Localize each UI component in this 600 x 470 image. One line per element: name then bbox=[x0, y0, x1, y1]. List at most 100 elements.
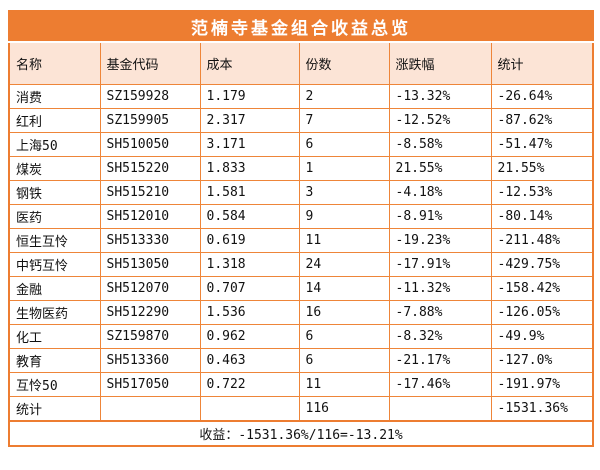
title-row: 范楠寺基金组合收益总览 bbox=[8, 10, 594, 43]
cell-code: SZ159928 bbox=[99, 83, 201, 109]
cell-stat: -51.47% bbox=[490, 131, 594, 157]
cell-cost: 1.318 bbox=[199, 251, 300, 277]
cell-stat: -429.75% bbox=[490, 251, 594, 277]
cell-cost: 1.833 bbox=[199, 155, 300, 181]
totals-cell-change bbox=[388, 395, 492, 421]
fund-report-page: 范楠寺基金组合收益总览 名称 基金代码 成本 份数 涨跌幅 统计 消费 SZ159928 1.… bbox=[8, 10, 594, 447]
cell-stat: -126.05% bbox=[490, 299, 594, 325]
cell-code: SH513330 bbox=[99, 227, 201, 253]
table-row: 红利 SZ159905 2.317 7 -12.52% -87.62% bbox=[8, 107, 594, 133]
cell-name: 金融 bbox=[8, 275, 101, 301]
cell-cost: 1.536 bbox=[199, 299, 300, 325]
table-row: 上海50 SH510050 3.171 6 -8.58% -51.47% bbox=[8, 131, 594, 157]
cell-shares: 16 bbox=[298, 299, 390, 325]
column-header-shares: 份数 bbox=[298, 41, 390, 85]
header-row: 名称 基金代码 成本 份数 涨跌幅 统计 bbox=[8, 41, 594, 85]
cell-change: -4.18% bbox=[388, 179, 492, 205]
cell-stat: -49.9% bbox=[490, 323, 594, 349]
cell-cost: 0.962 bbox=[199, 323, 300, 349]
cell-name: 钢铁 bbox=[8, 179, 101, 205]
cell-name: 消费 bbox=[8, 83, 101, 109]
table-row: 钢铁 SH515210 1.581 3 -4.18% -12.53% bbox=[8, 179, 594, 205]
table-row: 消费 SZ159928 1.179 2 -13.32% -26.64% bbox=[8, 83, 594, 109]
cell-stat: -12.53% bbox=[490, 179, 594, 205]
cell-stat: 21.55% bbox=[490, 155, 594, 181]
totals-cell-stat: -1531.36% bbox=[490, 395, 594, 421]
cell-change: -12.52% bbox=[388, 107, 492, 133]
cell-name: 互怜50 bbox=[8, 371, 101, 397]
table-row: 化工 SZ159870 0.962 6 -8.32% -49.9% bbox=[8, 323, 594, 349]
cell-cost: 1.581 bbox=[199, 179, 300, 205]
cell-name: 中钙互怜 bbox=[8, 251, 101, 277]
table-row: 互怜50 SH517050 0.722 11 -17.46% -191.97% bbox=[8, 371, 594, 397]
cell-code: SH513050 bbox=[99, 251, 201, 277]
column-header-name: 名称 bbox=[8, 41, 101, 85]
cell-code: SZ159905 bbox=[99, 107, 201, 133]
cell-name: 恒生互怜 bbox=[8, 227, 101, 253]
cell-shares: 24 bbox=[298, 251, 390, 277]
cell-change: -8.58% bbox=[388, 131, 492, 157]
table-row: 医药 SH512010 0.584 9 -8.91% -80.14% bbox=[8, 203, 594, 229]
cell-cost: 0.707 bbox=[199, 275, 300, 301]
cell-name: 上海50 bbox=[8, 131, 101, 157]
cell-code: SH512290 bbox=[99, 299, 201, 325]
cell-change: -8.91% bbox=[388, 203, 492, 229]
cell-cost: 2.317 bbox=[199, 107, 300, 133]
cell-shares: 14 bbox=[298, 275, 390, 301]
cell-code: SH512070 bbox=[99, 275, 201, 301]
cell-code: SH510050 bbox=[99, 131, 201, 157]
cell-stat: -87.62% bbox=[490, 107, 594, 133]
cell-change: -11.32% bbox=[388, 275, 492, 301]
cell-shares: 2 bbox=[298, 83, 390, 109]
cell-code: SH517050 bbox=[99, 371, 201, 397]
cell-stat: -158.42% bbox=[490, 275, 594, 301]
cell-stat: -26.64% bbox=[490, 83, 594, 109]
cell-stat: -127.0% bbox=[490, 347, 594, 373]
cell-code: SZ159870 bbox=[99, 323, 201, 349]
cell-name: 红利 bbox=[8, 107, 101, 133]
cell-change: -17.46% bbox=[388, 371, 492, 397]
cell-code: SH513360 bbox=[99, 347, 201, 373]
cell-shares: 11 bbox=[298, 371, 390, 397]
cell-name: 煤炭 bbox=[8, 155, 101, 181]
summary-row: 收益：-1531.36%/116=-13.21% bbox=[8, 419, 594, 446]
table-row: 恒生互怜 SH513330 0.619 11 -19.23% -211.48% bbox=[8, 227, 594, 253]
cell-shares: 6 bbox=[298, 323, 390, 349]
cell-cost: 0.463 bbox=[199, 347, 300, 373]
table-row: 中钙互怜 SH513050 1.318 24 -17.91% -429.75% bbox=[8, 251, 594, 277]
summary-cell: 收益：-1531.36%/116=-13.21% bbox=[8, 419, 594, 446]
cell-cost: 0.619 bbox=[199, 227, 300, 253]
fund-table: 范楠寺基金组合收益总览 名称 基金代码 成本 份数 涨跌幅 统计 消费 SZ159928 1.… bbox=[8, 10, 594, 447]
cell-change: -21.17% bbox=[388, 347, 492, 373]
cell-shares: 6 bbox=[298, 347, 390, 373]
cell-name: 生物医药 bbox=[8, 299, 101, 325]
cell-code: SH515210 bbox=[99, 179, 201, 205]
totals-cell-name: 统计 bbox=[8, 395, 101, 421]
totals-cell-shares: 116 bbox=[298, 395, 390, 421]
cell-change: -7.88% bbox=[388, 299, 492, 325]
cell-cost: 0.584 bbox=[199, 203, 300, 229]
cell-cost: 3.171 bbox=[199, 131, 300, 157]
totals-row: 统计 116 -1531.36% bbox=[8, 395, 594, 421]
table-row: 生物医药 SH512290 1.536 16 -7.88% -126.05% bbox=[8, 299, 594, 325]
cell-change: -19.23% bbox=[388, 227, 492, 253]
cell-shares: 3 bbox=[298, 179, 390, 205]
cell-shares: 7 bbox=[298, 107, 390, 133]
table-row: 教育 SH513360 0.463 6 -21.17% -127.0% bbox=[8, 347, 594, 373]
table-row: 煤炭 SH515220 1.833 1 21.55% 21.55% bbox=[8, 155, 594, 181]
cell-stat: -211.48% bbox=[490, 227, 594, 253]
cell-name: 教育 bbox=[8, 347, 101, 373]
column-header-cost: 成本 bbox=[199, 41, 300, 85]
cell-code: SH512010 bbox=[99, 203, 201, 229]
cell-change: -17.91% bbox=[388, 251, 492, 277]
cell-shares: 11 bbox=[298, 227, 390, 253]
table-row: 金融 SH512070 0.707 14 -11.32% -158.42% bbox=[8, 275, 594, 301]
totals-cell-code bbox=[99, 395, 201, 421]
cell-stat: -80.14% bbox=[490, 203, 594, 229]
totals-cell-cost bbox=[199, 395, 300, 421]
column-header-code: 基金代码 bbox=[99, 41, 201, 85]
column-header-change: 涨跌幅 bbox=[388, 41, 492, 85]
cell-name: 医药 bbox=[8, 203, 101, 229]
cell-shares: 6 bbox=[298, 131, 390, 157]
cell-shares: 1 bbox=[298, 155, 390, 181]
